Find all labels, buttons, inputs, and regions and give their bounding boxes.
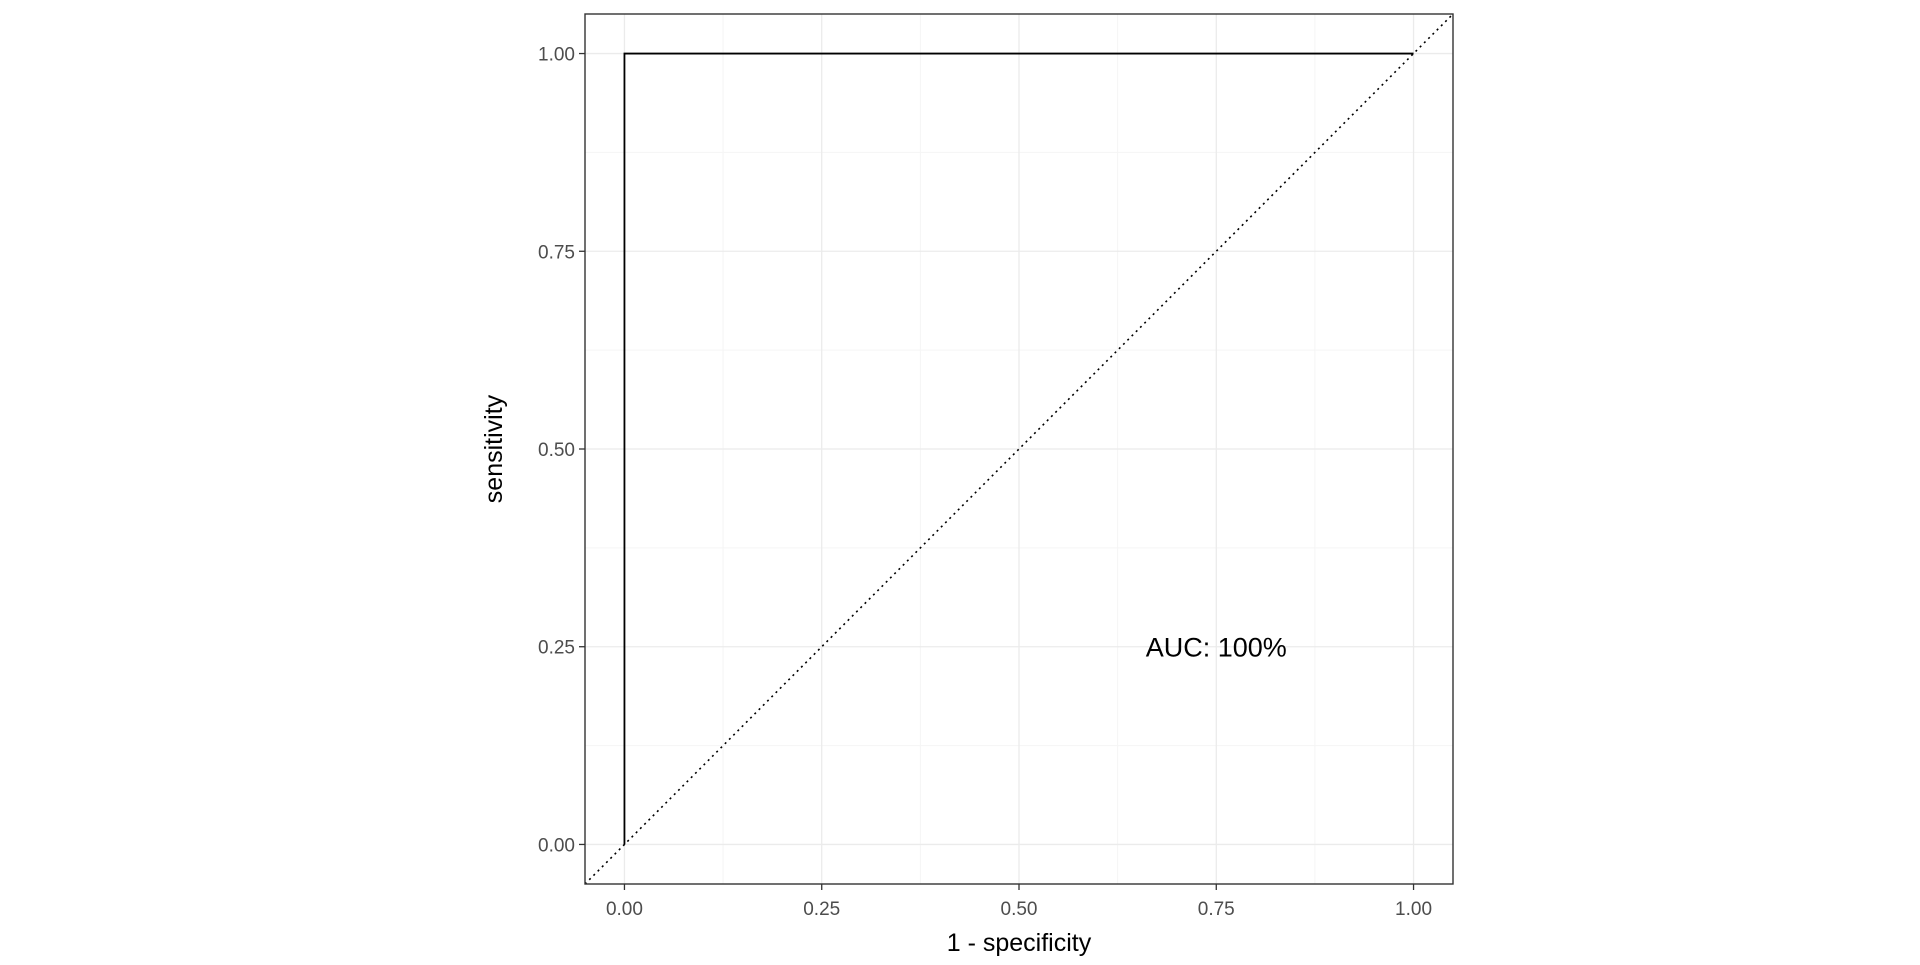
series-layer [584,13,1454,885]
x-tick-label: 0.25 [803,899,840,920]
axis-layer: 0.00 0.25 0.50 0.75 1.00 0.00 0.25 0.50 0.75 1.00 [538,45,1432,920]
y-tick-label: 0.25 [538,638,575,659]
x-axis-title: 1 - specificity [947,929,1092,957]
x-tick-label: 1.00 [1395,899,1432,920]
reference-diagonal-line [584,13,1454,885]
roc-curve-line [623,52,1414,845]
y-tick-label: 1.00 [538,45,575,66]
x-tick-label: 0.50 [1001,899,1038,920]
y-axis-title: sensitivity [480,394,508,503]
y-tick-label: 0.75 [538,242,575,263]
x-tick-label: 0.00 [606,899,643,920]
y-tick-label: 0.00 [538,835,575,856]
y-tick-label: 0.50 [538,440,575,461]
x-tick-label: 0.75 [1198,899,1235,920]
auc-annotation: AUC: 100% [1146,633,1287,663]
annotation-layer: AUC: 100% [1146,633,1287,663]
